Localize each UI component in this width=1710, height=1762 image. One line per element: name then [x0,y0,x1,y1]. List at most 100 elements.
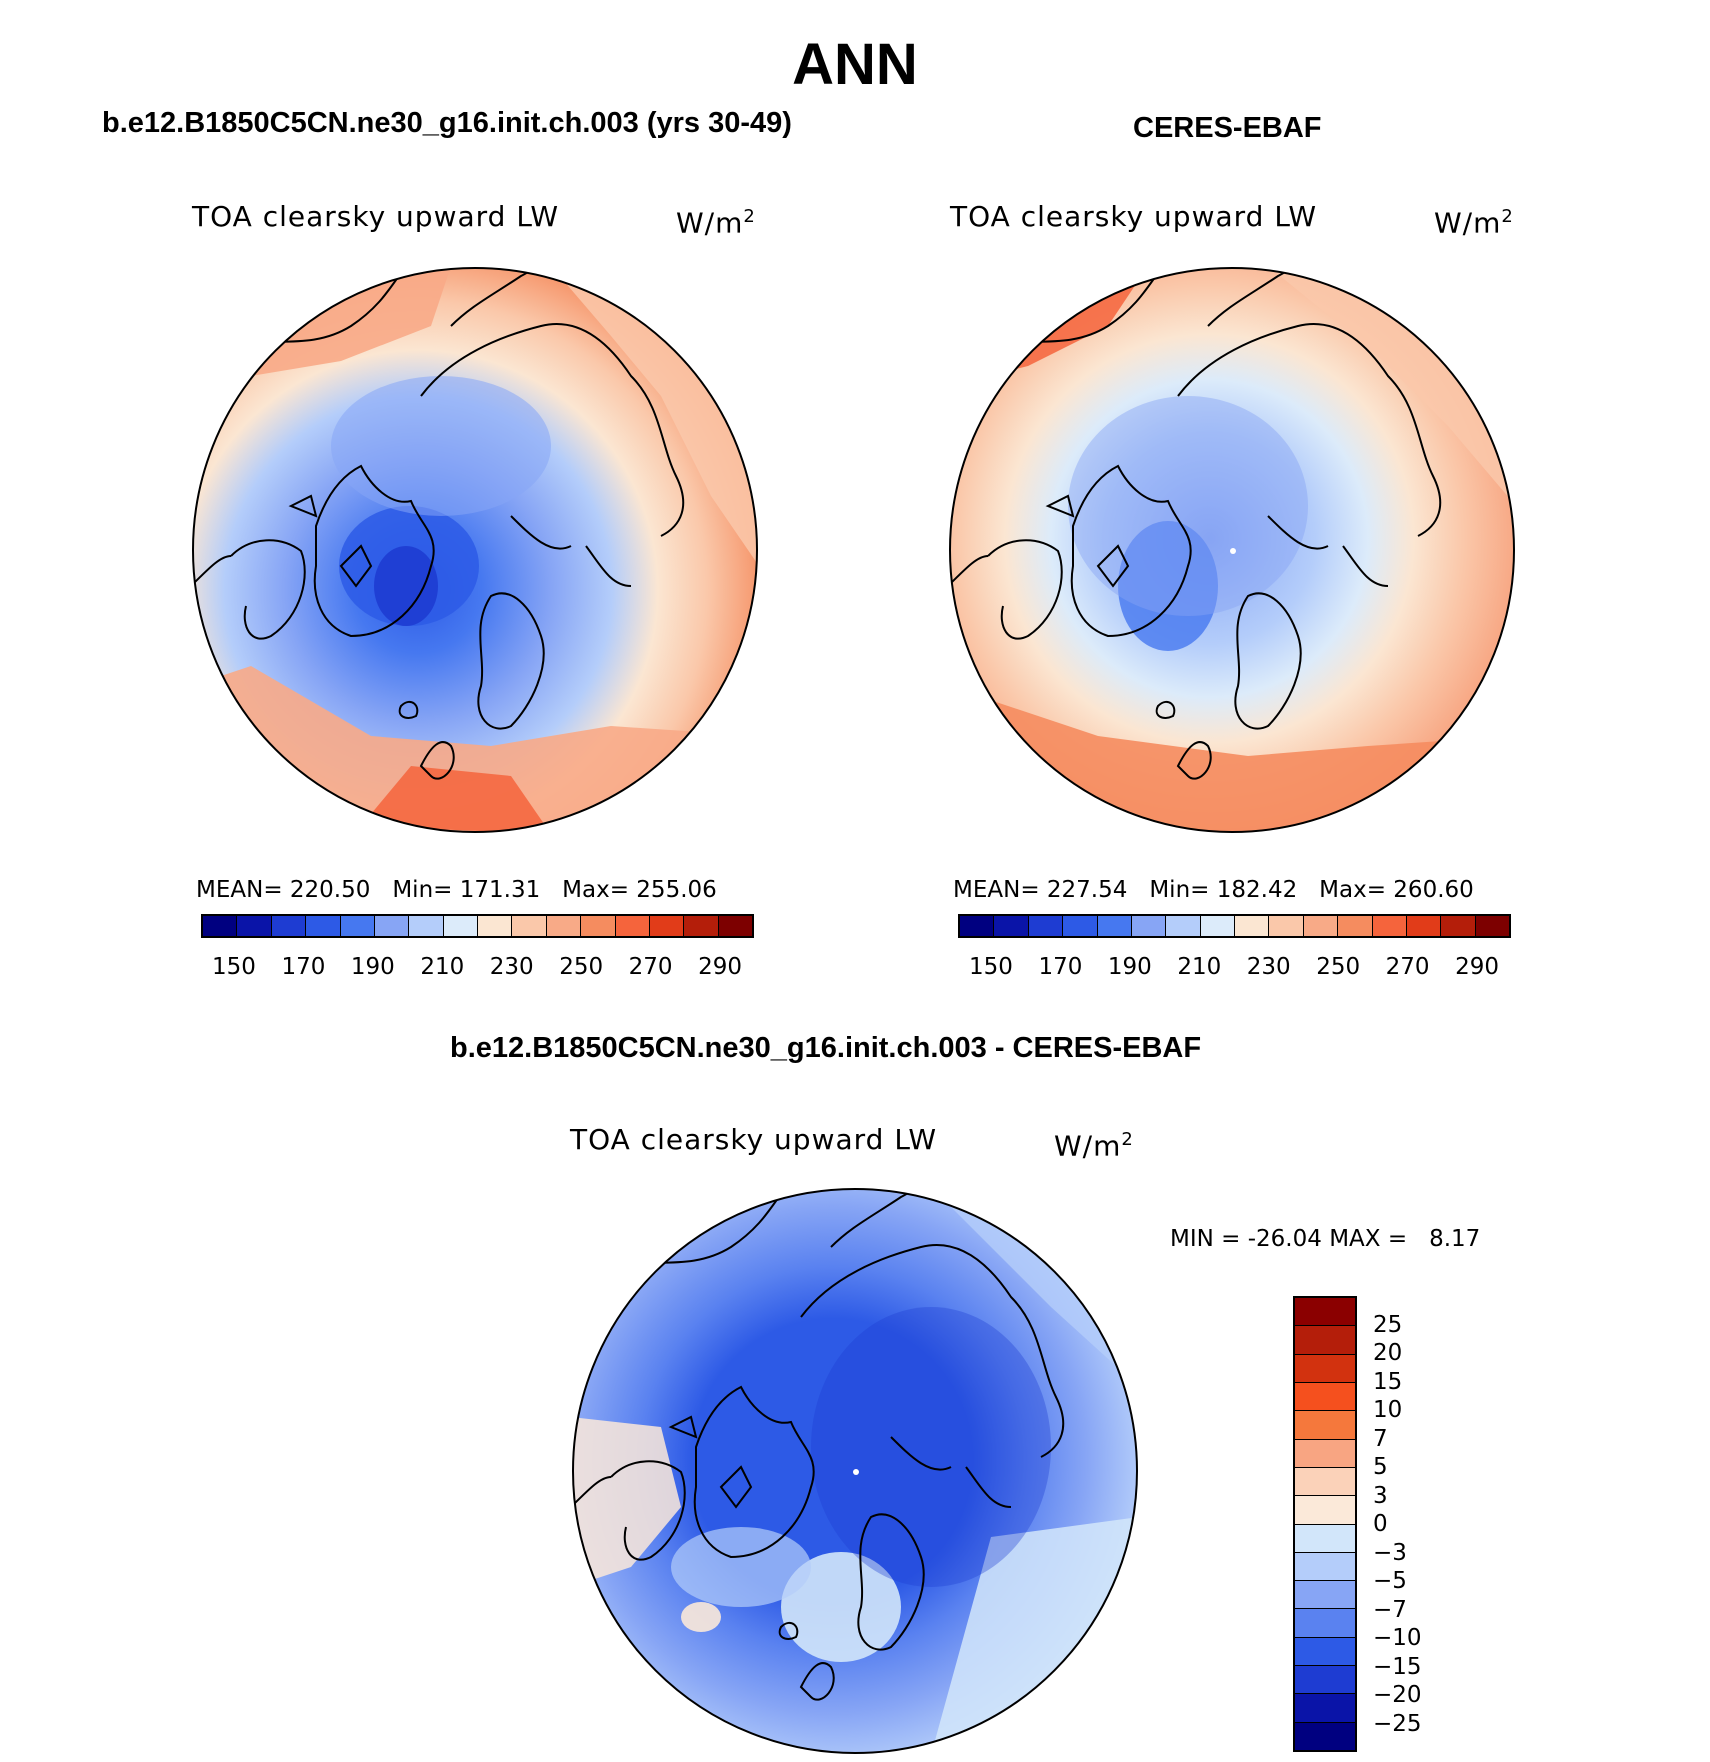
colorbar-tick-label: −25 [1373,1710,1422,1737]
colorbar-box [994,916,1029,936]
colorbar-tick-label: 0 [1373,1511,1388,1537]
colorbar-box [443,916,478,936]
colorbar-box [1295,1581,1355,1610]
colorbar-box [1295,1552,1355,1582]
colorbar-box [1097,916,1132,936]
colorbar-box [1295,1609,1355,1638]
colorbar-box [1295,1722,1355,1750]
colorbar-tick-label: 230 [1246,954,1291,980]
colorbar-tick-label: 190 [1107,954,1152,980]
colorbar-tick-label: 15 [1373,1368,1403,1395]
colorbar-box [1295,1326,1355,1355]
panel-2-field-label: TOA clearsky upward LW [950,200,1318,233]
figure-title: ANN [792,32,918,97]
colorbar-tick-label: −10 [1373,1625,1422,1651]
colorbar-box [306,916,341,936]
panel-1-title: b.e12.B1850C5CN.ne30_g16.init.ch.003 (yr… [102,107,792,139]
colorbar-box [271,916,307,936]
panel-1-field-label: TOA clearsky upward LW [192,200,560,233]
colorbar-box [374,916,410,936]
colorbar-tick-label: 250 [1316,954,1361,980]
colorbar-tick-label: 290 [698,954,742,980]
colorbar-box [1295,1467,1355,1497]
panel-3-colorbar [1293,1296,1357,1752]
colorbar-tick-label: 230 [489,954,534,980]
panel-1-polar-map [192,267,758,833]
panel-2-polar-map [949,267,1515,833]
colorbar-box [1295,1354,1355,1383]
colorbar-tick-label: 190 [350,954,395,980]
colorbar-box [512,916,547,936]
colorbar-tick-label: 7 [1373,1425,1388,1452]
panel-1-colorbar-ticks: 150 170 190 210 230 250 270 290 [212,953,742,981]
panel-3-polar-map [572,1188,1138,1754]
colorbar-tick-label: 290 [1455,954,1499,980]
panel-3-title: b.e12.B1850C5CN.ne30_g16.init.ch.003 - C… [450,1032,1202,1064]
colorbar-box [1295,1524,1355,1553]
colorbar-box [1295,1382,1355,1412]
colorbar-box [478,916,513,936]
colorbar-box [1303,916,1339,936]
colorbar-box [237,916,272,936]
colorbar-box [1338,916,1373,936]
colorbar-box [718,916,752,936]
colorbar-box [1295,1666,1355,1695]
colorbar-box [960,916,995,936]
colorbar-tick-label: 210 [1177,954,1222,980]
panel-1-units: W/m2 [676,206,756,240]
panel-3-units: W/m2 [1054,1129,1134,1163]
colorbar-box [1406,916,1442,936]
colorbar-box [1475,916,1509,936]
colorbar-tick-label: 150 [969,954,1013,980]
colorbar-box [1295,1439,1355,1468]
colorbar-box [1028,916,1064,936]
colorbar-box [684,916,719,936]
colorbar-box [1166,916,1201,936]
colorbar-box [615,916,650,936]
colorbar-box [546,916,582,936]
colorbar-tick-label: 10 [1373,1397,1403,1423]
panel-2-colorbar [958,914,1511,938]
colorbar-tick-label: 20 [1373,1340,1403,1366]
colorbar-box [1441,916,1476,936]
panel-2-stats: MEAN= 227.54 Min= 182.42 Max= 260.60 [953,877,1474,903]
colorbar-box [1295,1637,1355,1667]
colorbar-box [1295,1298,1355,1327]
colorbar-tick-label: 3 [1373,1482,1388,1509]
colorbar-box [1372,916,1407,936]
colorbar-box [1200,916,1235,936]
colorbar-tick-label: −5 [1373,1568,1407,1594]
colorbar-box [203,916,238,936]
colorbar-box [581,916,616,936]
colorbar-box [409,916,444,936]
colorbar-tick-label: 270 [1385,954,1430,980]
colorbar-box [1295,1496,1355,1525]
colorbar-box [1295,1694,1355,1723]
colorbar-tick-label: 270 [628,954,673,980]
colorbar-box [1235,916,1270,936]
colorbar-tick-label: 170 [281,954,326,980]
colorbar-box [1295,1411,1355,1440]
colorbar-tick-label: 250 [559,954,604,980]
colorbar-box [340,916,375,936]
colorbar-box [1269,916,1304,936]
colorbar-box [649,916,685,936]
colorbar-tick-label: −3 [1373,1539,1407,1566]
colorbar-tick-label: −7 [1373,1596,1407,1623]
panel-2-units: W/m2 [1434,206,1514,240]
colorbar-tick-label: 5 [1373,1454,1388,1480]
colorbar-tick-label: 170 [1038,954,1083,980]
panel-3-field-label: TOA clearsky upward LW [570,1123,938,1156]
panel-3-stats: MIN = -26.04 MAX = 8.17 [1170,1226,1481,1252]
colorbar-tick-label: 150 [212,954,256,980]
colorbar-tick-label: −20 [1373,1682,1422,1708]
panel-2-title: CERES-EBAF [1133,112,1322,144]
colorbar-box [1131,916,1167,936]
panel-2-colorbar-ticks: 150 170 190 210 230 250 270 290 [969,953,1499,981]
colorbar-tick-label: 25 [1373,1311,1403,1338]
colorbar-tick-label: −15 [1373,1653,1422,1680]
colorbar-box [1063,916,1098,936]
panel-1-stats: MEAN= 220.50 Min= 171.31 Max= 255.06 [196,877,717,903]
panel-1-colorbar [201,914,754,938]
colorbar-tick-label: 210 [420,954,465,980]
